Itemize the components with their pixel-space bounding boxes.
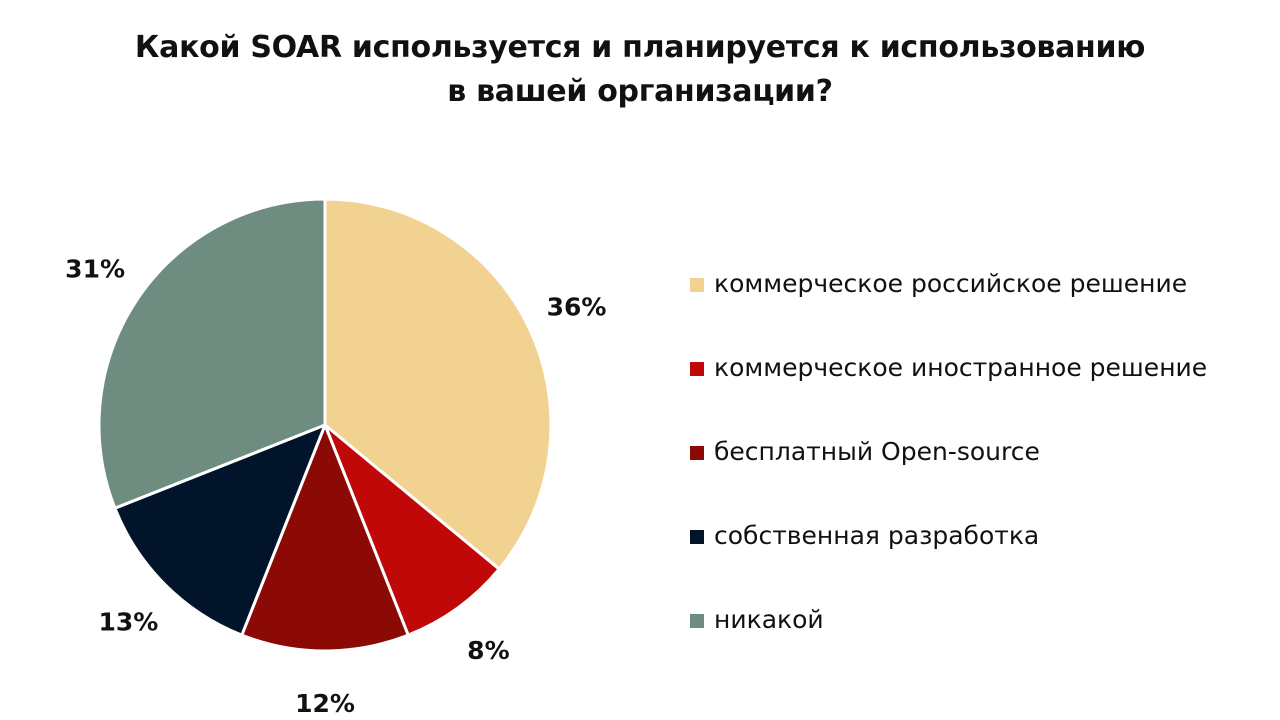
legend-item: бесплатный Open-source — [690, 430, 1270, 514]
legend: коммерческое российское решение коммерче… — [690, 262, 1270, 682]
chart-title-line2: в вашей организации? — [447, 74, 833, 109]
legend-swatch — [690, 530, 704, 544]
legend-item: коммерческое иностранное решение — [690, 346, 1270, 430]
slice-value-label: 36% — [547, 293, 607, 322]
legend-item: собственная разработка — [690, 514, 1270, 598]
chart-title: Какой SOAR используется и планируется к … — [0, 26, 1280, 114]
legend-item: коммерческое российское решение — [690, 262, 1270, 346]
slice-value-label: 12% — [295, 689, 355, 718]
slice-labels: 36% 8% 12% 13% 31% — [65, 255, 606, 718]
legend-label: никакой — [714, 605, 824, 634]
pie-slice — [323, 423, 501, 637]
slice-value-label: 31% — [65, 255, 125, 284]
legend-item: никакой — [690, 598, 1270, 682]
legend-label: коммерческое российское решение — [714, 269, 1188, 298]
pie-slice — [323, 197, 553, 571]
legend-label: бесплатный Open-source — [714, 437, 1040, 466]
slice-value-label: 8% — [467, 636, 509, 665]
legend-label: собственная разработка — [714, 521, 1040, 550]
pie-slice — [113, 423, 327, 637]
legend-label: коммерческое иностранное решение — [714, 353, 1208, 382]
legend-swatch — [690, 614, 704, 628]
pie-slice — [97, 197, 327, 510]
legend-swatch — [690, 362, 704, 376]
pie-slice — [240, 423, 410, 653]
legend-swatch — [690, 278, 704, 292]
chart-title-line1: Какой SOAR используется и планируется к … — [134, 30, 1146, 65]
slice-value-label: 13% — [98, 608, 158, 637]
legend-swatch — [690, 446, 704, 460]
